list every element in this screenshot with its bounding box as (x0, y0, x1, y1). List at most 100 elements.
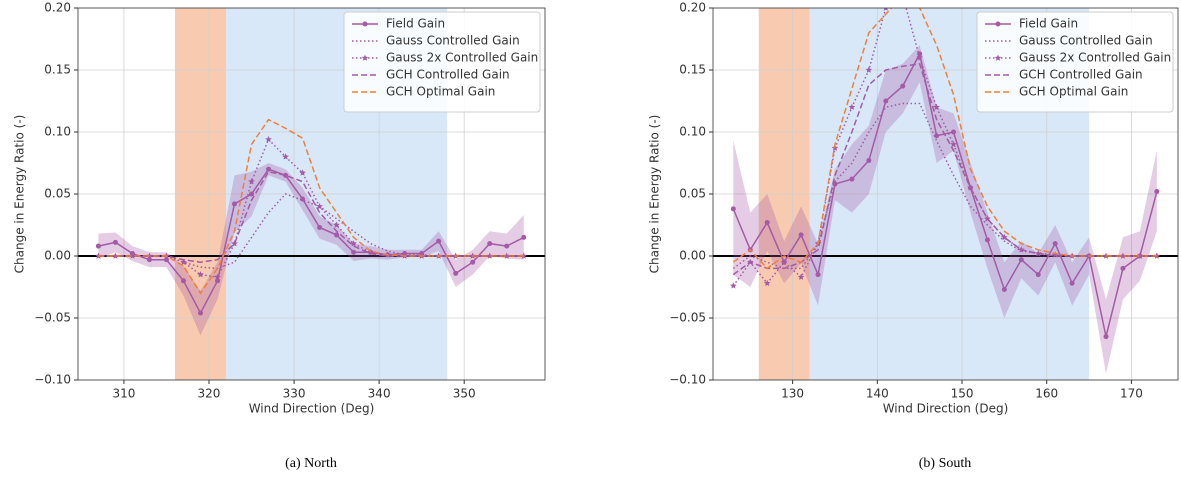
marker (520, 252, 528, 259)
marker (299, 169, 306, 176)
marker (1001, 286, 1007, 292)
marker (129, 252, 136, 259)
marker (487, 241, 493, 247)
legend-marker (995, 21, 1001, 27)
x-axis-title: Wind Direction (Deg) (883, 402, 1009, 416)
legend: Field Gain Gauss Controlled Gain Gauss 2x … (976, 11, 1174, 113)
y-tick-label: −0.05 (34, 311, 71, 325)
legend-label: GCH Controlled Gain (1019, 68, 1143, 82)
marker (1153, 252, 1161, 259)
y-tick-label: 0.15 (44, 63, 71, 77)
marker (112, 252, 119, 259)
marker (1052, 241, 1058, 247)
marker (730, 206, 736, 212)
y-tick-label: 0.20 (679, 1, 706, 15)
x-tick-label: 140 (866, 387, 889, 401)
marker (436, 238, 442, 244)
marker (798, 232, 804, 238)
legend: Field Gain Gauss Controlled Gain Gauss 2x … (343, 11, 541, 113)
y-tick-label: 0.20 (44, 1, 71, 15)
plot-area (713, 8, 1178, 380)
marker (933, 103, 940, 110)
marker (984, 215, 991, 222)
confidence-band (98, 163, 524, 336)
x-tick-label: 150 (951, 387, 974, 401)
y-tick-label: 0.05 (44, 187, 71, 201)
marker (249, 191, 255, 197)
x-tick-label: 170 (1120, 387, 1143, 401)
x-tick-label: 330 (283, 387, 306, 401)
marker (197, 271, 204, 278)
y-tick-label: 0.10 (679, 125, 706, 139)
x-tick-label: 350 (453, 387, 476, 401)
marker (883, 8, 888, 11)
marker (470, 259, 476, 265)
x-axis-title: Wind Direction (Deg) (249, 402, 375, 416)
plot-frame (712, 7, 1179, 381)
marker (453, 270, 459, 276)
marker (316, 202, 323, 210)
y-tick-label: 0.05 (679, 187, 706, 201)
legend-box (343, 11, 541, 113)
marker (900, 83, 906, 89)
y-tick-label: −0.05 (669, 311, 706, 325)
marker (1069, 280, 1075, 286)
legend-marker (994, 54, 1002, 61)
marker (521, 234, 527, 240)
marker (334, 232, 340, 238)
series-line (98, 168, 525, 315)
y-tick-label: −0.10 (34, 373, 71, 387)
legend-label: Gauss Controlled Gain (1019, 34, 1153, 48)
marker (950, 140, 957, 148)
marker (1035, 272, 1041, 278)
marker (180, 258, 187, 265)
plot-frame (77, 7, 546, 381)
marker (1103, 334, 1109, 340)
legend-label: Gauss Controlled Gain (386, 34, 520, 48)
marker (764, 220, 770, 226)
legend-label: GCH Optimal Gain (386, 85, 495, 99)
caption: (b) South (919, 456, 972, 471)
marker (780, 258, 788, 265)
marker (112, 239, 118, 245)
marker (248, 178, 255, 185)
marker (883, 98, 889, 104)
legend-marker (361, 54, 369, 61)
marker (180, 278, 186, 284)
marker (848, 103, 856, 110)
legend-box (976, 11, 1174, 113)
x-tick-label: 320 (198, 387, 221, 401)
marker (214, 273, 221, 280)
marker (283, 172, 289, 178)
series-line (98, 170, 524, 263)
caption: (a) North (285, 456, 337, 471)
marker (1154, 189, 1160, 195)
marker (815, 272, 821, 278)
marker (197, 310, 203, 316)
legend-label: Field Gain (1019, 17, 1078, 31)
subplot: 310 320 330 340 350 −0.10 −0.05 0.00 0.05 0.10 0.1… (13, 1, 546, 471)
x-tick-label: 310 (112, 387, 135, 401)
marker (504, 243, 510, 249)
marker (215, 278, 221, 284)
legend-label: GCH Controlled Gain (386, 68, 510, 82)
y-tick-label: −0.10 (669, 373, 706, 387)
marker (95, 243, 101, 249)
marker (282, 153, 289, 160)
marker (95, 252, 102, 259)
marker (163, 257, 169, 263)
marker (350, 240, 357, 247)
y-axis-title: Change in Energy Ratio (-) (648, 115, 662, 274)
marker (916, 54, 923, 61)
y-tick-label: 0.10 (44, 125, 71, 139)
marker (763, 279, 771, 287)
legend-label: Field Gain (386, 17, 445, 31)
series-line (732, 62, 1157, 276)
marker (951, 129, 957, 135)
marker (265, 135, 272, 143)
x-tick-label: 340 (368, 387, 391, 401)
marker (984, 237, 990, 243)
marker (333, 221, 340, 228)
marker (849, 176, 855, 182)
